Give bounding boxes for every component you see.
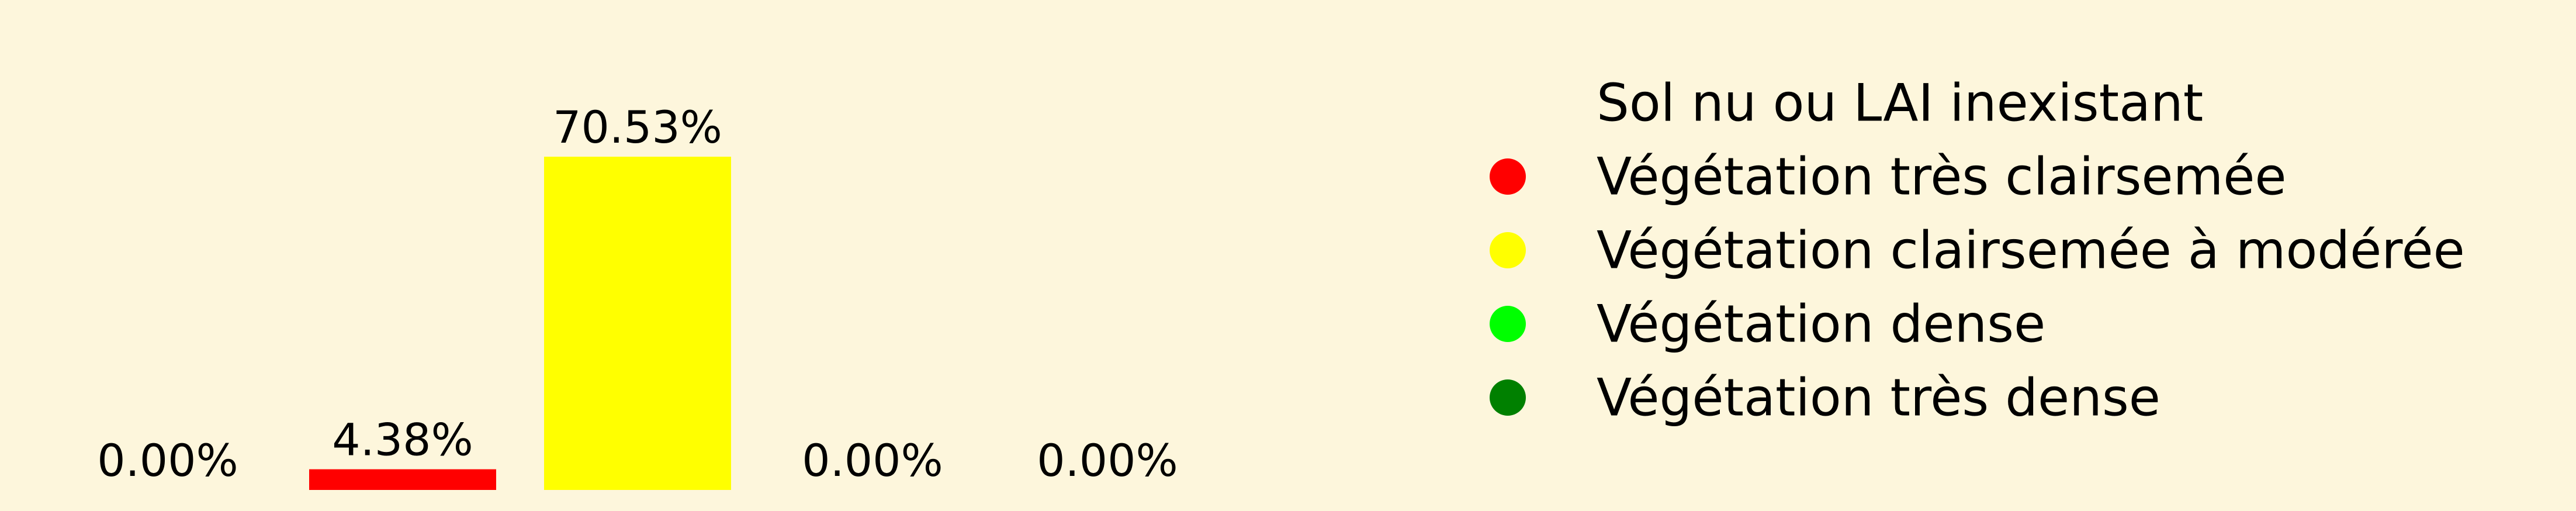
bar-4-value-label: 0.00%	[802, 434, 943, 486]
bar-2	[309, 469, 496, 490]
bar-3	[544, 157, 731, 490]
bar-1-value-label: 0.00%	[97, 434, 238, 486]
legend-entry-4: Végétation dense	[1490, 294, 2045, 354]
legend-entry-1: Sol nu ou LAI inexistant	[1490, 73, 2203, 133]
legend-entry-3-label: Végétation clairsemée à modérée	[1597, 220, 2465, 281]
legend-entry-5-label: Végétation très dense	[1597, 368, 2160, 428]
legend-entry-1-marker	[1490, 85, 1526, 121]
legend-entry-5-marker	[1490, 379, 1526, 416]
legend-entry-1-label: Sol nu ou LAI inexistant	[1597, 73, 2203, 133]
bar-5-value-label: 0.00%	[1037, 434, 1178, 486]
legend-entry-4-marker	[1490, 306, 1526, 342]
legend: Sol nu ou LAI inexistant Végétation très …	[1490, 73, 2465, 428]
bars-group	[309, 157, 731, 490]
bar-2-value-label: 4.38%	[332, 414, 473, 466]
legend-entry-4-label: Végétation dense	[1597, 294, 2045, 354]
legend-entry-2-label: Végétation très clairsemée	[1597, 147, 2287, 207]
bar-labels-group: 0.00% 4.38% 70.53% 0.00% 0.00%	[97, 101, 1178, 486]
legend-entry-3: Végétation clairsemée à modérée	[1490, 220, 2465, 281]
legend-entry-2: Végétation très clairsemée	[1490, 147, 2287, 207]
legend-entry-5: Végétation très dense	[1490, 368, 2160, 428]
bar-3-value-label: 70.53%	[553, 101, 722, 153]
legend-entry-3-marker	[1490, 232, 1526, 268]
legend-entry-2-marker	[1490, 158, 1526, 195]
